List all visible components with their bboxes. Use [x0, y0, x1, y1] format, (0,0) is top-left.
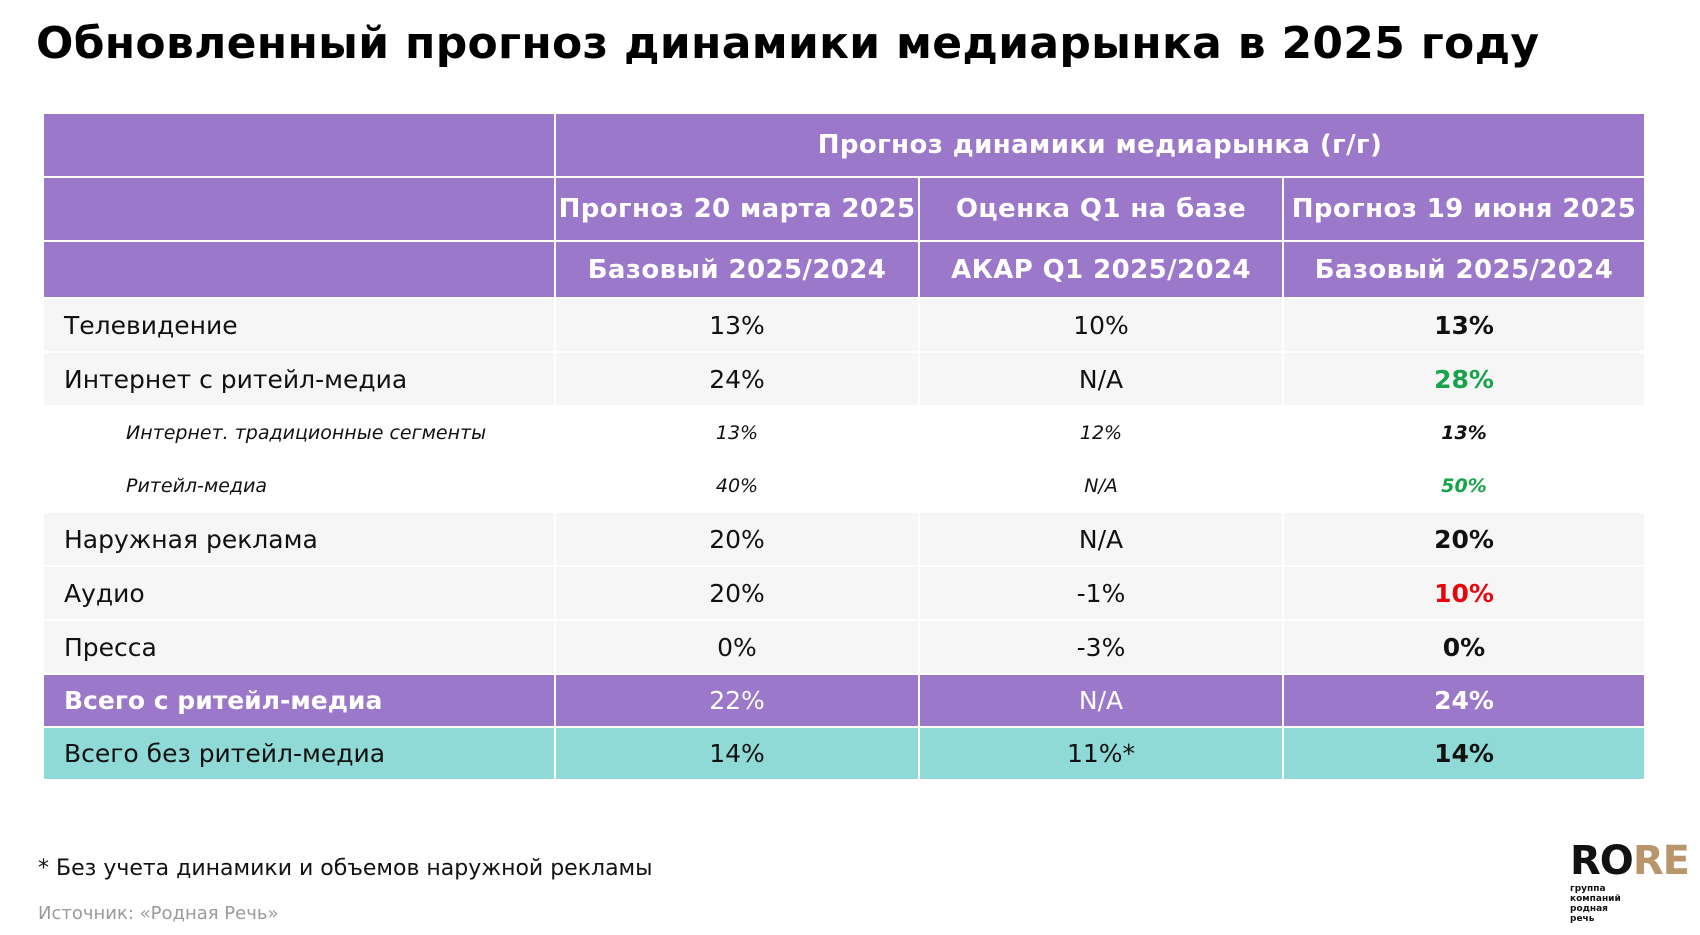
logo-subtitle-line: речь — [1570, 914, 1595, 924]
column-subtitle-q1: АКАР Q1 2025/2024 — [918, 240, 1284, 299]
value-june: 20% — [1282, 511, 1646, 567]
table-row: Телевидение 13% 10% 13% — [42, 297, 1646, 353]
row-label: Всего без ритейл-медиа — [42, 726, 556, 781]
rore-logo: RORE группа компаний родная речь — [1570, 840, 1700, 932]
value-june: 50% — [1282, 458, 1646, 513]
column-title-june: Прогноз 19 июня 2025 — [1282, 176, 1646, 242]
header-empty-cell — [42, 112, 556, 178]
value-june: 13% — [1282, 297, 1646, 353]
value-q1: N/A — [918, 351, 1284, 407]
logo-subtitle-line: родная — [1570, 904, 1608, 914]
row-label: Телевидение — [42, 297, 556, 353]
column-subtitle-june: Базовый 2025/2024 — [1282, 240, 1646, 299]
value-march: 13% — [554, 405, 920, 460]
value-march: 20% — [554, 511, 920, 567]
logo-subtitle-line: компаний — [1570, 894, 1621, 904]
row-label: Пресса — [42, 619, 556, 675]
row-label: Интернет с ритейл-медиа — [42, 351, 556, 407]
value-q1: 12% — [918, 405, 1284, 460]
logo-subtitle: группа компаний родная речь — [1570, 884, 1630, 924]
row-label: Интернет. традиционные сегменты — [42, 405, 556, 460]
group-header: Прогноз динамики медиарынка (г/г) — [554, 112, 1646, 178]
column-subtitle-march: Базовый 2025/2024 — [554, 240, 920, 299]
value-q1: 10% — [918, 297, 1284, 353]
table-group-header-row: Прогноз динамики медиарынка (г/г) — [42, 112, 1646, 178]
value-march: 40% — [554, 458, 920, 513]
header-empty-cell — [42, 176, 556, 242]
table-row: Пресса 0% -3% 0% — [42, 619, 1646, 675]
row-label: Аудио — [42, 565, 556, 621]
value-march: 0% — [554, 619, 920, 675]
value-june: 24% — [1282, 673, 1646, 728]
value-q1: N/A — [918, 673, 1284, 728]
row-label: Всего с ритейл-медиа — [42, 673, 556, 728]
value-q1: 11%* — [918, 726, 1284, 781]
value-june: 10% — [1282, 565, 1646, 621]
header-empty-cell — [42, 240, 556, 299]
total-row-without-retail: Всего без ритейл-медиа 14% 11%* 14% — [42, 726, 1646, 781]
value-march: 22% — [554, 673, 920, 728]
value-june: 0% — [1282, 619, 1646, 675]
table-subrow: Интернет. традиционные сегменты 13% 12% … — [42, 405, 1646, 460]
value-march: 24% — [554, 351, 920, 407]
logo-subtitle-line: группа — [1570, 884, 1606, 894]
logo-word-right: RE — [1632, 838, 1690, 884]
total-row-with-retail: Всего с ритейл-медиа 22% N/A 24% — [42, 673, 1646, 728]
column-title-march: Прогноз 20 марта 2025 — [554, 176, 920, 242]
row-label: Ритейл-медиа — [42, 458, 556, 513]
table-subrow: Ритейл-медиа 40% N/A 50% — [42, 458, 1646, 513]
forecast-table: Прогноз динамики медиарынка (г/г) Прогно… — [42, 112, 1646, 781]
value-q1: -3% — [918, 619, 1284, 675]
logo-wordmark: RORE — [1570, 840, 1700, 882]
table-column-title-row: Прогноз 20 марта 2025 Оценка Q1 на базе … — [42, 176, 1646, 242]
value-june: 28% — [1282, 351, 1646, 407]
logo-word-left: RO — [1570, 838, 1634, 884]
value-q1: -1% — [918, 565, 1284, 621]
value-march: 13% — [554, 297, 920, 353]
value-march: 20% — [554, 565, 920, 621]
row-label: Наружная реклама — [42, 511, 556, 567]
table-row: Аудио 20% -1% 10% — [42, 565, 1646, 621]
column-title-q1: Оценка Q1 на базе — [918, 176, 1284, 242]
source-note: Источник: «Родная Речь» — [38, 903, 279, 924]
value-june: 14% — [1282, 726, 1646, 781]
page-title: Обновленный прогноз динамики медиарынка … — [36, 18, 1540, 69]
value-march: 14% — [554, 726, 920, 781]
value-q1: N/A — [918, 458, 1284, 513]
table-row: Наружная реклама 20% N/A 20% — [42, 511, 1646, 567]
value-q1: N/A — [918, 511, 1284, 567]
table-row: Интернет с ритейл-медиа 24% N/A 28% — [42, 351, 1646, 407]
table-column-subtitle-row: Базовый 2025/2024 АКАР Q1 2025/2024 Базо… — [42, 240, 1646, 299]
value-june: 13% — [1282, 405, 1646, 460]
footnote: * Без учета динамики и объемов наружной … — [38, 856, 653, 881]
